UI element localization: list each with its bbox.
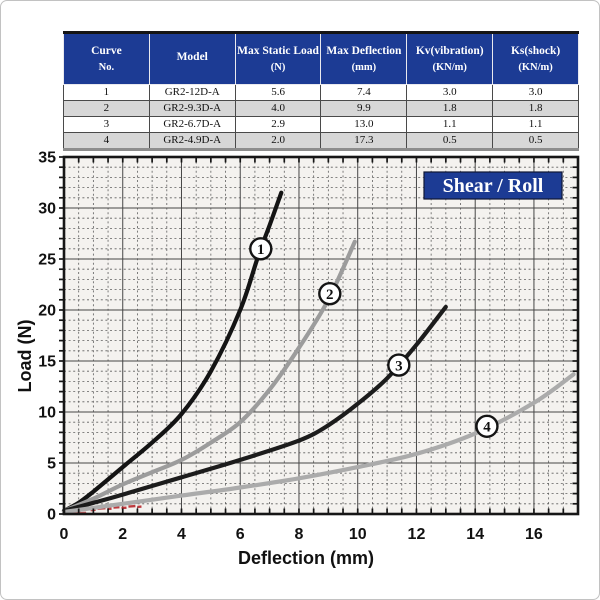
header-unit: (N): [270, 61, 286, 73]
svg-text:2: 2: [118, 526, 127, 543]
column-header-kv-vibration: Kv(vibration) (KN/m): [406, 32, 494, 85]
table-row: 2 GR2-9.3D-A 4.0 9.9 1.8 1.8: [63, 100, 579, 117]
plot-frame: [62, 155, 580, 516]
header-title: Ks(shock): [510, 44, 561, 57]
column-header-curve-no: Curve No.: [63, 32, 150, 85]
cell-curve-no: 2: [63, 100, 150, 117]
cell-max-deflection: 9.9: [320, 100, 408, 117]
svg-text:25: 25: [38, 252, 56, 269]
svg-text:30: 30: [38, 201, 56, 218]
svg-text:4: 4: [177, 526, 186, 543]
svg-text:15: 15: [38, 354, 56, 371]
curve-4: [61, 372, 576, 515]
svg-text:Shear / Roll: Shear / Roll: [443, 175, 544, 197]
header-title: Curve: [91, 44, 122, 57]
cell-ks: 1.1: [492, 116, 579, 133]
svg-text:5: 5: [47, 456, 56, 473]
cell-curve-no: 3: [63, 116, 150, 133]
cell-max-static-load: 4.0: [234, 100, 322, 117]
svg-text:4: 4: [483, 419, 491, 435]
y-axis-title: Load (N): [15, 320, 35, 393]
column-header-model: Model: [148, 32, 236, 85]
curve-2: [61, 239, 357, 513]
svg-text:2: 2: [326, 287, 334, 303]
cell-max-static-load: 2.9: [234, 116, 322, 133]
cell-max-deflection: 17.3: [320, 132, 408, 150]
cell-model: GR2-4.9D-A: [148, 132, 236, 150]
cell-max-deflection: 7.4: [320, 84, 408, 101]
plot-area: [64, 157, 578, 514]
svg-text:0: 0: [47, 507, 56, 524]
cell-max-deflection: 13.0: [320, 116, 408, 133]
column-header-max-deflection: Max Deflection (mm): [320, 32, 408, 85]
svg-text:14: 14: [466, 526, 484, 543]
load-deflection-chart: 0 2 4 6 8 10 12 14 16 0 5 10 15 20 25 30 35 Deflection (m…: [1, 150, 599, 599]
cell-kv: 1.8: [406, 100, 494, 117]
curve-label-1: 1: [249, 237, 273, 261]
spec-table-header: Curve No. Model Max Static Load (N) Max …: [63, 32, 579, 85]
cell-kv: 0.5: [406, 132, 494, 150]
header-title: Model: [176, 50, 208, 63]
svg-text:3: 3: [395, 358, 403, 374]
svg-text:1: 1: [257, 242, 265, 258]
cell-ks: 0.5: [492, 132, 579, 150]
header-unit: No.: [98, 61, 115, 73]
curve-label-3: 3: [387, 353, 411, 377]
cell-curve-no: 1: [63, 84, 150, 101]
svg-text:12: 12: [408, 526, 426, 543]
curve-label-2: 2: [318, 281, 342, 306]
table-row: 3 GR2-6.7D-A 2.9 13.0 1.1 1.1: [63, 116, 579, 133]
svg-text:20: 20: [38, 303, 56, 320]
cell-max-static-load: 5.6: [234, 84, 322, 101]
cell-curve-no: 4: [63, 132, 150, 150]
svg-text:16: 16: [525, 526, 543, 543]
spec-table-body: 1 GR2-12D-A 5.6 7.4 3.0 3.0 2 GR2-9.3D-A…: [63, 84, 579, 150]
cell-model: GR2-12D-A: [148, 84, 236, 101]
cell-kv: 3.0: [406, 84, 494, 101]
svg-text:35: 35: [38, 151, 56, 167]
y-tick-labels: 0 5 10 15 20 25 30 35: [38, 150, 56, 524]
cell-model: GR2-6.7D-A: [148, 116, 236, 133]
cell-ks: 3.0: [492, 84, 579, 101]
grid-major: [64, 157, 578, 514]
header-unit: (KN/m): [518, 61, 553, 73]
spec-table: Curve No. Model Max Static Load (N) Max …: [63, 31, 579, 151]
cell-max-static-load: 2.0: [234, 132, 322, 150]
table-row: 4 GR2-4.9D-A 2.0 17.3 0.5 0.5: [63, 132, 579, 150]
cell-model: GR2-9.3D-A: [148, 100, 236, 117]
header-title: Kv(vibration): [415, 44, 484, 57]
header-unit: (mm): [351, 61, 377, 73]
header-title: Max Static Load: [237, 44, 319, 57]
cell-kv: 1.1: [406, 116, 494, 133]
svg-text:Deflection (mm): Deflection (mm): [238, 548, 374, 568]
x-tick-labels: 0 2 4 6 8 10 12 14 16: [60, 526, 543, 543]
column-header-ks-shock: Ks(shock) (KN/m): [492, 32, 579, 85]
shear-roll-badge: Shear / Roll: [423, 171, 563, 200]
header-unit: (KN/m): [432, 61, 467, 73]
svg-text:0: 0: [60, 526, 69, 543]
svg-text:10: 10: [349, 526, 367, 543]
svg-text:6: 6: [236, 526, 245, 543]
svg-text:10: 10: [38, 405, 56, 422]
cell-ks: 1.8: [492, 100, 579, 117]
header-title: Max Deflection: [326, 44, 402, 57]
svg-text:8: 8: [295, 526, 304, 543]
svg-text:Load (N): Load (N): [15, 320, 35, 393]
table-row: 1 GR2-12D-A 5.6 7.4 3.0 3.0: [63, 84, 579, 101]
x-axis-title: Deflection (mm): [238, 548, 374, 568]
column-header-max-static-load: Max Static Load (N): [234, 32, 322, 85]
curve-label-4: 4: [475, 414, 499, 438]
